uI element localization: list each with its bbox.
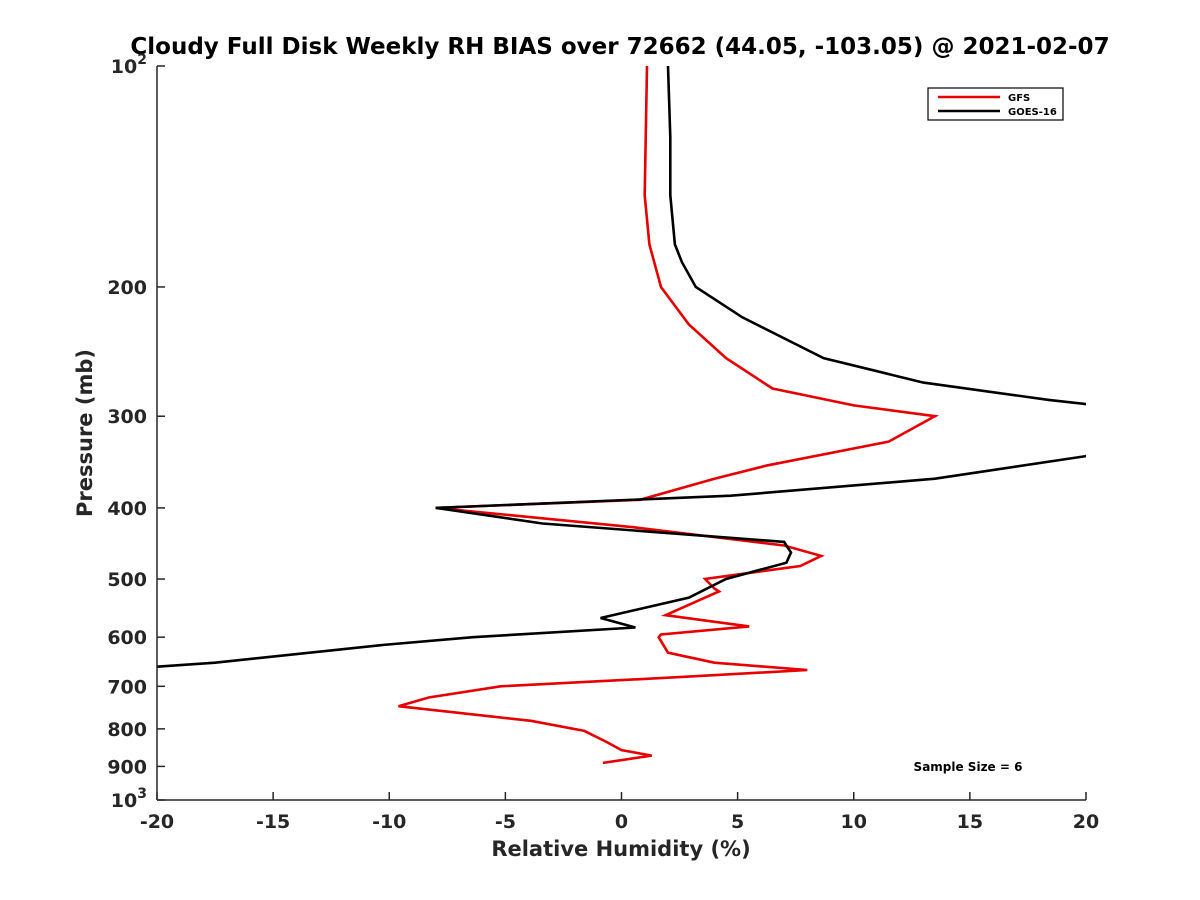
y-axis-label: Pressure (mb) [73, 349, 97, 517]
y-tick-label-exponent: 3 [137, 786, 147, 802]
y-tick-label-base: 10 [111, 56, 137, 78]
y-tick-label-base: 10 [111, 790, 137, 812]
sample-size-annotation: Sample Size = 6 [914, 760, 1023, 774]
y-tick-label-exponent: 2 [137, 52, 147, 68]
x-tick-label: -5 [495, 811, 516, 833]
legend-box [927, 87, 1064, 121]
x-tick-label: 10 [841, 811, 867, 833]
y-tick-label: 400 [107, 498, 147, 520]
legend-label-goes16: GOES-16 [1008, 107, 1057, 118]
x-tick-label: 5 [731, 811, 744, 833]
series-line-goes16 [157, 66, 1086, 669]
y-tick-label: 700 [107, 676, 147, 698]
legend: GFS GOES-16 [927, 87, 1064, 121]
y-tick-label: 200 [107, 277, 147, 299]
y-tick-label: 300 [107, 406, 147, 428]
x-axis-ticks: -20 -15 -10 -5 0 5 10 15 20 [140, 792, 1099, 833]
plot-area [157, 66, 1086, 800]
x-tick-label: -20 [140, 811, 174, 833]
legend-label-gfs: GFS [1008, 93, 1030, 104]
x-tick-label: -15 [256, 811, 290, 833]
x-tick-label: 15 [957, 811, 983, 833]
series-line-gfs [398, 66, 940, 765]
y-tick-label: 600 [107, 627, 147, 649]
y-tick-label: 103 [111, 786, 147, 812]
x-tick-label: 20 [1073, 811, 1099, 833]
series-group [157, 66, 1086, 765]
y-tick-label: 102 [111, 52, 147, 78]
chart-title: Cloudy Full Disk Weekly RH BIAS over 726… [130, 34, 1109, 60]
y-tick-label: 500 [107, 569, 147, 591]
x-tick-label: 0 [615, 811, 628, 833]
y-tick-label: 900 [107, 756, 147, 778]
x-axis-label: Relative Humidity (%) [491, 837, 750, 861]
x-tick-label: -10 [372, 811, 406, 833]
y-tick-label: 800 [107, 719, 147, 741]
